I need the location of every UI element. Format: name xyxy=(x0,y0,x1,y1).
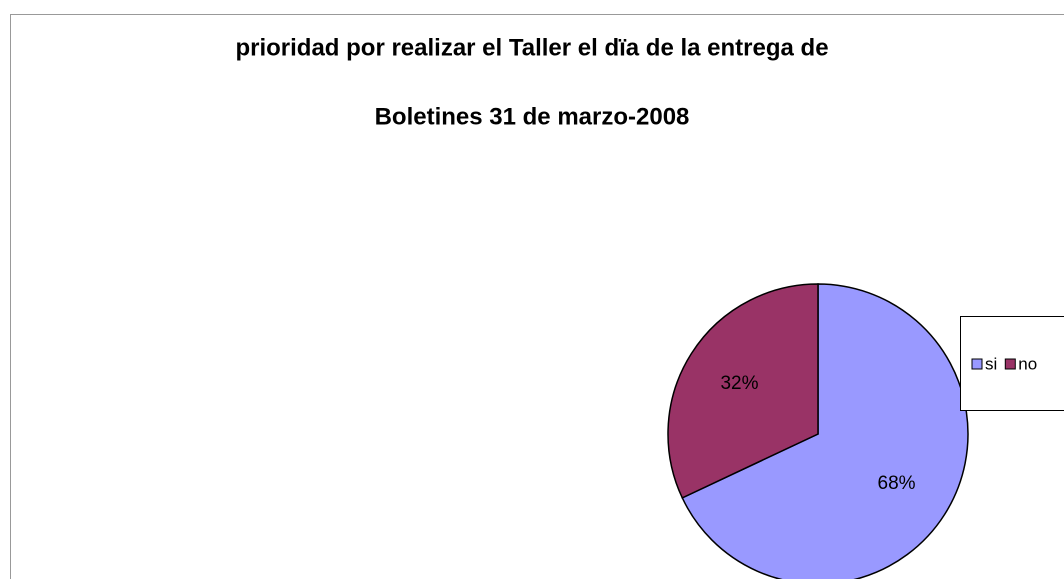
legend-label: no xyxy=(1018,354,1037,373)
pie-slice xyxy=(681,283,969,579)
data-label: 32% xyxy=(720,373,758,394)
legend-swatch xyxy=(971,358,983,370)
legend-label: si xyxy=(985,354,997,373)
pie-slice xyxy=(667,283,819,499)
chart-title: prioridad por realizar el Taller el dïa … xyxy=(235,34,828,61)
chart-title: Boletines 31 de marzo-2008 xyxy=(375,103,690,130)
legend-swatch xyxy=(1004,358,1016,370)
data-label: 68% xyxy=(878,473,916,494)
